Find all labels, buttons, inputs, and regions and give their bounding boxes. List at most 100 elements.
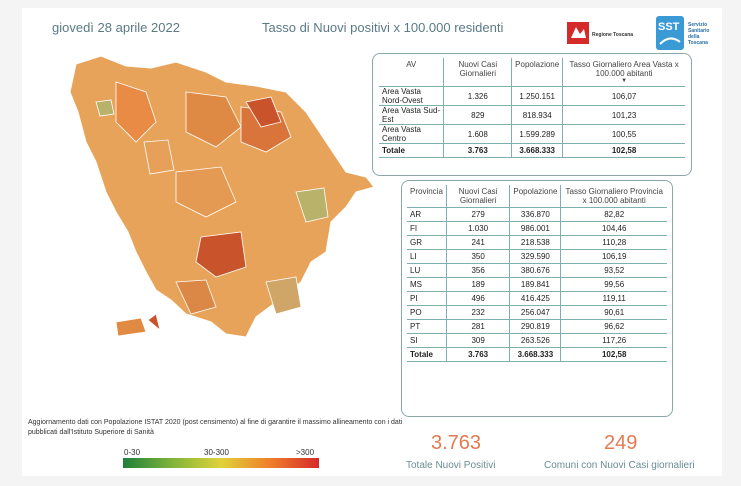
cell-rate: 90,61 bbox=[560, 305, 667, 320]
sst-logo: SST Servizio Sanitario della Toscana bbox=[656, 16, 709, 50]
cell-total-population: 3.668.333 bbox=[511, 143, 563, 158]
column-header-nuovi-casi: Nuovi Casi Giornalieri bbox=[443, 58, 512, 87]
cell-total-population: 3.668.333 bbox=[509, 347, 561, 362]
tuscany-choropleth-map[interactable] bbox=[56, 52, 386, 352]
cell-cases: 829 bbox=[443, 105, 512, 125]
column-header-popolazione: Popolazione bbox=[511, 58, 563, 87]
cell-rate: 119,11 bbox=[560, 291, 667, 306]
cell-cases: 356 bbox=[445, 263, 510, 278]
cell-province: LI bbox=[407, 249, 447, 264]
cell-population: 380.676 bbox=[509, 263, 561, 278]
province-table-box: Provincia Nuovi Casi Giornalieri Popolaz… bbox=[401, 180, 673, 417]
kpi-total-label: Totale Nuovi Positivi bbox=[406, 460, 496, 471]
map-area-low-east bbox=[295, 187, 329, 223]
table-total-row: Totale 3.763 3.668.333 102,58 bbox=[407, 347, 667, 362]
table-row: MS 189 189.841 99,56 bbox=[407, 277, 667, 292]
svg-text:Sanitario: Sanitario bbox=[688, 28, 709, 34]
cell-population: 256.047 bbox=[509, 305, 561, 320]
table-row: PO 232 256.047 90,61 bbox=[407, 305, 667, 320]
table-row: Area Vasta Centro 1.608 1.599.289 100,55 bbox=[379, 124, 685, 144]
column-header-tasso[interactable]: Tasso Giornaliero Area Vasta x 100.000 a… bbox=[562, 58, 685, 87]
data-update-note: Aggiornamento dati con Popolazione ISTAT… bbox=[28, 419, 403, 436]
area-vasta-table-box: AV Nuovi Casi Giornalieri Popolazione Ta… bbox=[372, 53, 692, 176]
legend-mid-label: 30-300 bbox=[204, 448, 229, 457]
cell-rate: 117,26 bbox=[560, 333, 667, 348]
table-header-row: AV Nuovi Casi Giornalieri Popolazione Ta… bbox=[379, 58, 685, 87]
map-area-low-north bbox=[95, 99, 115, 117]
column-header-popolazione: Popolazione bbox=[509, 185, 561, 208]
map-area-island bbox=[147, 313, 161, 332]
cell-total-rate: 102,58 bbox=[560, 347, 667, 362]
cell-population: 1.250.151 bbox=[511, 86, 563, 106]
cell-rate: 99,56 bbox=[560, 277, 667, 292]
column-header-provincia: Provincia bbox=[407, 185, 447, 208]
map-area-hotspot-north bbox=[245, 96, 282, 128]
legend-color-scale bbox=[123, 458, 319, 468]
cell-area: Area Vasta Nord-Ovest bbox=[379, 86, 444, 106]
cell-population: 336.870 bbox=[509, 207, 561, 222]
map-area-pistoia bbox=[185, 91, 242, 148]
cell-province: FI bbox=[407, 221, 447, 236]
cell-province: PT bbox=[407, 319, 447, 334]
column-header-nuovi-casi: Nuovi Casi Giornalieri bbox=[445, 185, 510, 208]
map-area-grosseto bbox=[175, 279, 217, 315]
table-row: Area Vasta Sud-Est 829 818.934 101,23 bbox=[379, 105, 685, 125]
report-date: giovedì 28 aprile 2022 bbox=[52, 20, 180, 35]
cell-population: 218.538 bbox=[509, 235, 561, 250]
map-area-south bbox=[265, 276, 302, 315]
cell-cases: 189 bbox=[445, 277, 510, 292]
cell-population: 818.934 bbox=[511, 105, 563, 125]
table-row: LU 356 380.676 93,52 bbox=[407, 263, 667, 278]
cell-population: 329.590 bbox=[509, 249, 561, 264]
cell-area: Area Vasta Sud-Est bbox=[379, 105, 444, 125]
legend-low-label: 0-30 bbox=[124, 448, 141, 457]
cell-cases: 1.030 bbox=[445, 221, 510, 236]
province-table-body: AR 279 336.870 82,82 FI 1.030 986.001 104,46 GR 2… bbox=[407, 207, 667, 348]
cell-population: 416.425 bbox=[509, 291, 561, 306]
cell-province: SI bbox=[407, 333, 447, 348]
table-total-row: Totale 3.763 3.668.333 102,58 bbox=[379, 143, 685, 158]
cell-cases: 350 bbox=[445, 249, 510, 264]
cell-total-cases: 3.763 bbox=[445, 347, 510, 362]
cell-area: Area Vasta Centro bbox=[382, 125, 421, 143]
map-area-hotspot-center bbox=[195, 231, 247, 278]
cell-cases: 496 bbox=[445, 291, 510, 306]
cell-population: 189.841 bbox=[509, 277, 561, 292]
cell-population: 1.599.289 bbox=[511, 124, 563, 144]
map-area-lucca bbox=[115, 81, 157, 143]
cell-rate: 101,23 bbox=[562, 105, 685, 125]
svg-text:Servizio: Servizio bbox=[688, 22, 707, 28]
table-header-row: Provincia Nuovi Casi Giornalieri Popolaz… bbox=[407, 185, 667, 208]
cell-rate: 110,28 bbox=[560, 235, 667, 250]
cell-province: PI bbox=[407, 291, 447, 306]
area-vasta-table: AV Nuovi Casi Giornalieri Popolazione Ta… bbox=[379, 58, 685, 158]
sst-logo-text: SST bbox=[658, 21, 680, 33]
cell-rate: 96,62 bbox=[560, 319, 667, 334]
table-row: SI 309 263.526 117,26 bbox=[407, 333, 667, 348]
cell-total-label: Totale bbox=[379, 143, 444, 158]
cell-province: GR bbox=[407, 235, 447, 250]
cell-province: LU bbox=[407, 263, 447, 278]
cell-rate: 93,52 bbox=[560, 263, 667, 278]
svg-text:Toscana: Toscana bbox=[688, 40, 708, 46]
map-area-elba bbox=[115, 317, 147, 337]
cell-rate: 104,46 bbox=[560, 221, 667, 236]
regione-toscana-logo bbox=[567, 22, 589, 44]
column-header-tasso: Tasso Giornaliero Provincia x 100.000 ab… bbox=[560, 185, 667, 208]
sort-desc-icon[interactable]: ▼ bbox=[621, 78, 628, 84]
cell-population: 986.001 bbox=[509, 221, 561, 236]
table-row: AR 279 336.870 82,82 bbox=[407, 207, 667, 222]
cell-rate: 100,55 bbox=[562, 124, 685, 144]
kpi-comuni-label: Comuni con Nuovi Casi giornalieri bbox=[544, 460, 695, 471]
cell-cases: 241 bbox=[445, 235, 510, 250]
cell-province: AR bbox=[407, 207, 447, 222]
cell-cases: 279 bbox=[445, 207, 510, 222]
table-row: FI 1.030 986.001 104,46 bbox=[407, 221, 667, 236]
table-row: GR 241 218.538 110,28 bbox=[407, 235, 667, 250]
tasso-header-label: Tasso Giornaliero Area Vasta x 100.000 a… bbox=[569, 60, 679, 78]
cell-rate: 82,82 bbox=[560, 207, 667, 222]
cell-total-cases: 3.763 bbox=[443, 143, 512, 158]
cell-province: MS bbox=[407, 277, 447, 292]
cell-cases: 1.326 bbox=[443, 86, 512, 106]
page-title: Tasso di Nuovi positivi x 100.000 reside… bbox=[262, 20, 504, 35]
